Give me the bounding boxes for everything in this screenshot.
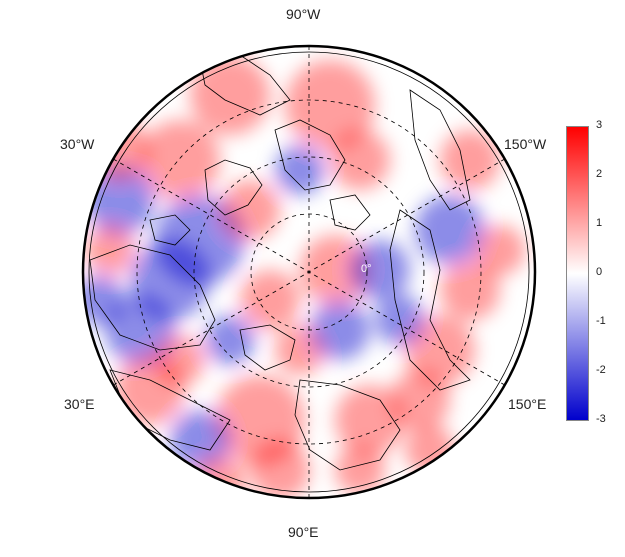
anomaly-patch [440,260,500,320]
coastlines [89,54,471,471]
colorbar-tick-3: 3 [596,119,603,131]
anomaly-patch [300,235,370,305]
anomaly-patch [85,225,135,275]
label-150w: 150°W [504,136,547,152]
label-90w: 90°W [286,6,321,22]
label-30w: 30°W [60,136,95,152]
colorbar-tick-2: 2 [596,168,603,180]
coastline [89,244,216,351]
colorbar-tick-minus1: -1 [596,315,606,327]
anomaly-patch [440,130,500,190]
anomaly-patch [350,240,410,300]
coastline [199,54,291,116]
anomaly-field [83,55,525,498]
latitude-circle [193,156,425,388]
anomaly-patch [475,225,525,275]
meridian-line [113,158,505,386]
anomaly-patch [105,295,175,365]
latitude-circle [136,99,482,445]
anomaly-patch [250,440,310,498]
colorbar-tick-minus3: -3 [596,413,606,425]
coastline [389,209,471,391]
label-150e: 150°E [508,396,547,412]
anomaly-patch [205,315,255,365]
anomaly-patch [415,195,485,265]
anomaly-patch [285,60,375,150]
coastline [294,379,401,471]
map-inner-border [88,51,530,493]
anomaly-patch [275,145,325,195]
anomaly-patch [220,180,280,240]
map-border [81,44,537,500]
coastline [149,214,191,246]
anomaly-patch [190,55,270,135]
anomaly-patch [335,385,405,455]
graticule [113,46,505,498]
coastline [274,119,346,191]
coastline [329,194,371,231]
colorbar [566,126,589,421]
anomaly-patch [310,300,370,360]
colorbar-tick-0: 0 [596,266,603,278]
center-latitude-label: 0° [361,263,372,275]
anomaly-patch [330,130,390,190]
label-90e: 90°E [288,524,319,540]
coastline [204,159,263,216]
label-30e: 30°E [64,396,95,412]
coastline [239,324,296,371]
anomaly-patch [155,335,205,385]
coastline [409,89,471,211]
anomaly-patch [240,270,300,330]
anomaly-patch [140,120,220,200]
colorbar-tick-1: 1 [596,217,603,229]
anomaly-patch [170,410,230,470]
colorbar-tick-minus2: -2 [596,364,606,376]
